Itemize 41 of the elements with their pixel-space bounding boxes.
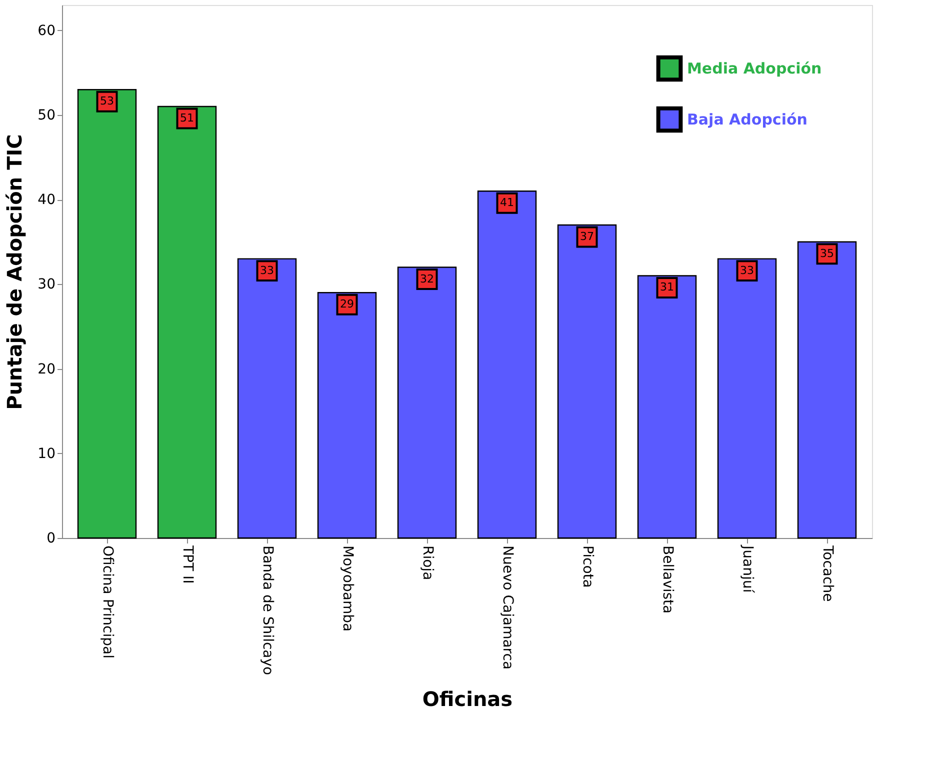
data-label: 35 xyxy=(820,246,834,260)
data-label: 32 xyxy=(420,272,434,286)
x-tick-label: Bellavista xyxy=(660,546,676,614)
bar xyxy=(557,224,617,539)
legend-label: Baja Adopción xyxy=(687,110,808,128)
y-tick-label: 60 xyxy=(38,22,56,39)
bar xyxy=(317,292,377,539)
data-label: 33 xyxy=(740,264,754,277)
data-label: 37 xyxy=(580,230,594,243)
y-axis-title: Puntaje de Adopción TIC xyxy=(2,134,27,410)
x-tick-label: TPT II xyxy=(180,544,196,584)
y-tick-label: 0 xyxy=(46,530,56,546)
x-tick-label: Banda de Shilcayo xyxy=(260,546,276,676)
x-tick-label: Nuevo Cajamarca xyxy=(500,546,516,670)
legend-label: Media Adopción xyxy=(687,60,822,78)
y-tick-label: 10 xyxy=(38,446,56,462)
bar xyxy=(717,258,777,539)
bar xyxy=(397,266,457,539)
bar xyxy=(797,241,857,539)
x-tick-label: Rioja xyxy=(420,546,436,580)
x-tick-label: Oficina Principal xyxy=(100,546,116,658)
x-tick-label: Tocache xyxy=(820,544,836,602)
y-tick-label: 30 xyxy=(38,276,56,293)
x-tick-label: Picota xyxy=(580,546,596,588)
bar xyxy=(77,89,137,539)
bar xyxy=(477,190,537,539)
x-tick-label: Moyobamba xyxy=(340,546,356,632)
y-tick-label: 50 xyxy=(38,107,56,124)
x-axis-title: Oficinas xyxy=(422,687,513,712)
x-tick-label: Juanjuí xyxy=(740,544,756,594)
bar xyxy=(237,258,297,539)
data-label: 29 xyxy=(340,298,354,311)
y-tick-label: 20 xyxy=(38,361,56,378)
data-label: 51 xyxy=(180,112,194,125)
data-label: 41 xyxy=(500,196,514,210)
data-label: 53 xyxy=(100,94,114,108)
bar xyxy=(637,275,697,539)
y-tick-label: 40 xyxy=(38,192,56,208)
data-label: 33 xyxy=(260,264,274,277)
bar xyxy=(157,106,217,539)
data-label: 31 xyxy=(660,280,674,294)
